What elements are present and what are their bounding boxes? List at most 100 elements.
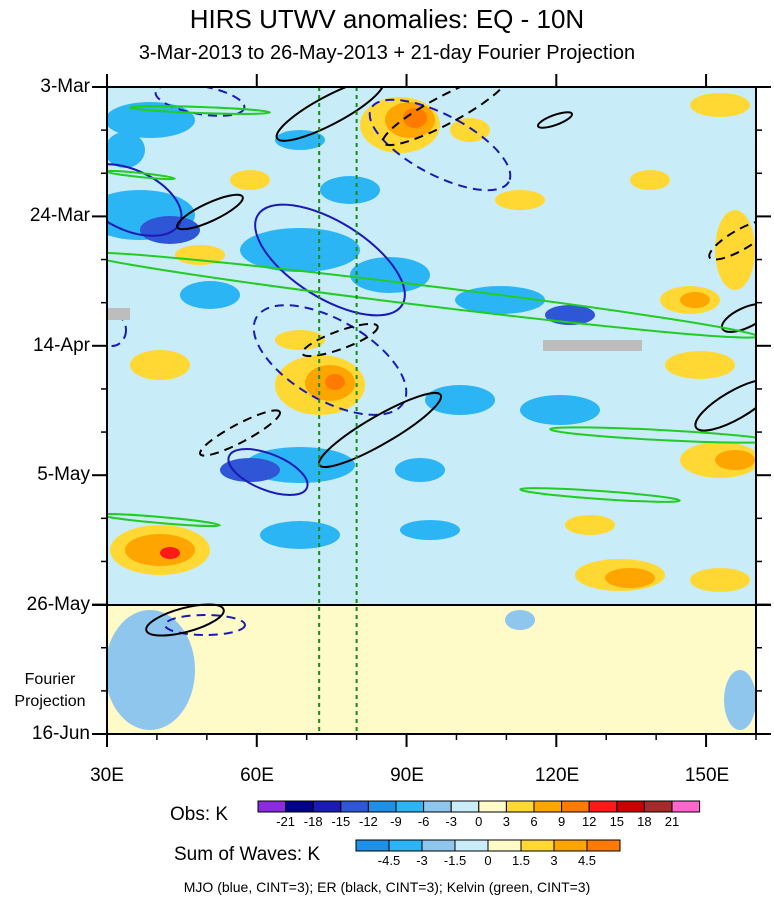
anomaly-blob (475, 87, 485, 88)
chart-title: HIRS UTWV anomalies: EQ - 10N (189, 4, 585, 34)
waves-legend-title: Sum of Waves: K (174, 844, 321, 865)
y-tick-label-16jun: 16-Jun (31, 723, 90, 744)
colorbar-swatch (561, 800, 590, 813)
fourier-projection-label: Fourier Projection (14, 671, 86, 710)
colorbar-label: -1.5 (443, 853, 467, 868)
colorbar-swatch (487, 839, 522, 852)
colorbar-swatch (533, 800, 563, 813)
waves-colorbar (355, 839, 621, 852)
anomaly-blob (425, 385, 495, 415)
anomaly-blob (605, 568, 655, 588)
colorbar-swatch (454, 839, 489, 852)
anomaly-blob (495, 190, 545, 210)
colorbar-label: -15 (331, 814, 351, 829)
colorbar-swatch (395, 800, 425, 813)
wave-contour (708, 219, 756, 261)
wave-contour (145, 603, 225, 637)
anomaly-blob (395, 458, 445, 482)
anomaly-blob (140, 216, 200, 244)
colorbar-swatch (388, 839, 423, 852)
anomaly-blob (403, 108, 427, 128)
projection-background (107, 605, 756, 734)
colorbar-label: 9 (557, 814, 566, 829)
anomaly-blobs (107, 87, 756, 730)
colorbar-label: -9 (390, 814, 402, 829)
wave-contour (227, 448, 309, 496)
anomaly-blob (520, 395, 600, 425)
colorbar-label: 0 (475, 814, 483, 829)
wave-contour (549, 426, 756, 444)
colorbar-label: 0 (484, 853, 492, 868)
reference-lines (318, 87, 358, 734)
colorbar-swatch (643, 800, 673, 813)
wave-contour (176, 193, 244, 231)
anomaly-blob (160, 547, 180, 559)
colorbar-label: 15 (609, 814, 625, 829)
wave-contour (519, 487, 681, 503)
wave-contour (107, 251, 756, 339)
x-tick-label-30e: 30E (90, 765, 124, 786)
missing-data-patch (107, 308, 130, 320)
wave-contour (368, 98, 512, 192)
chart-subtitle: 3-Mar-2013 to 26-May-2013 + 21-day Fouri… (138, 42, 636, 64)
colorbar-swatch (586, 839, 621, 852)
wave-contour (107, 512, 221, 528)
anomaly-blob (130, 350, 190, 380)
colorbar-swatch (257, 800, 287, 813)
colorbar-label: 4.5 (577, 853, 597, 868)
x-tick-label-150e: 150E (684, 765, 730, 786)
colorbar-swatch (285, 800, 314, 813)
anomaly-blob (724, 670, 756, 730)
colorbar-swatch (505, 800, 535, 813)
colorbar-swatch (671, 800, 701, 813)
anomaly-blob (325, 374, 345, 390)
colorbar-swatch (340, 800, 369, 813)
anomaly-blob (680, 292, 710, 308)
colorbar-swatch (520, 839, 555, 852)
wave-contour (694, 378, 756, 432)
colorbar-label: 1.5 (511, 853, 531, 868)
colorbar-label: -4.5 (377, 853, 401, 868)
colorbar-label: -3 (416, 853, 428, 868)
anomaly-blob (630, 170, 670, 190)
colorbar-swatch (421, 839, 456, 852)
wave-contour (107, 313, 127, 347)
wave-contour (129, 105, 271, 115)
colorbar-swatch (553, 839, 588, 852)
colorbar-swatch (355, 839, 390, 852)
contour-footnote: MJO (blue, CINT=3); ER (black, CINT=3); … (183, 879, 591, 895)
colorbar-swatch (478, 800, 507, 813)
anomaly-blob (545, 305, 595, 325)
anomaly-blob (715, 210, 755, 290)
colorbar-label: 18 (637, 814, 652, 829)
obs-colorbar (257, 800, 701, 813)
anomaly-blob (690, 93, 750, 117)
wave-contour (254, 203, 406, 317)
anomaly-blob (230, 170, 270, 190)
anomaly-blob (400, 520, 460, 540)
colorbar-swatch (588, 800, 618, 813)
anomaly-blob (125, 534, 195, 566)
anomaly-blob (107, 610, 195, 730)
colorbar-label: -6 (417, 814, 430, 829)
wave-contours (107, 87, 756, 637)
colorbar-swatch (367, 800, 397, 813)
x-tick-label-120e: 120E (534, 765, 580, 786)
anomaly-blob (715, 450, 755, 470)
y-tick-label-26may: 26-May (26, 594, 90, 615)
colorbar-label: 3 (550, 853, 558, 868)
wave-contour (275, 87, 385, 142)
field-area (107, 87, 756, 734)
missing-data-patch (543, 340, 642, 351)
colorbar-label: 3 (502, 814, 510, 829)
anomaly-blob (320, 176, 380, 204)
obs-legend-title: Obs: K (170, 804, 229, 825)
colorbar-label: -21 (276, 814, 295, 829)
anomaly-blob (505, 610, 535, 630)
anomaly-blob (450, 118, 490, 142)
anomaly-blob (260, 521, 340, 549)
colorbar-label: 21 (664, 814, 680, 829)
y-tick-label-5may: 5-May (37, 464, 90, 485)
x-tick-label-90e: 90E (390, 765, 424, 786)
